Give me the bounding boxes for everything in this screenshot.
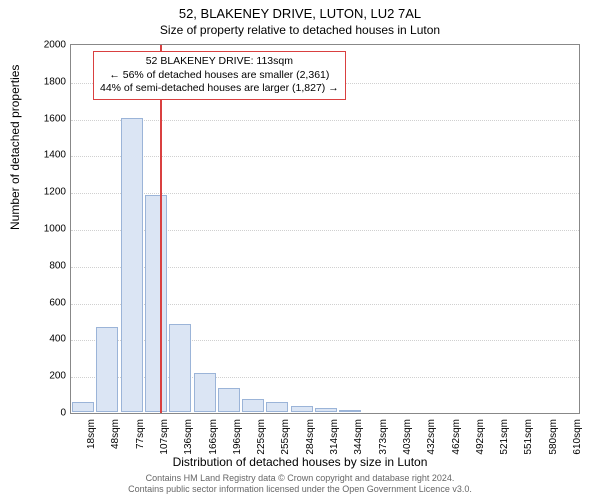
y-tick-label: 1400 bbox=[26, 150, 66, 161]
histogram-bar bbox=[72, 402, 94, 412]
x-tick-label: 580sqm bbox=[548, 419, 559, 455]
property-marker-line bbox=[160, 45, 162, 413]
x-tick-label: 18sqm bbox=[86, 419, 97, 449]
x-tick-label: 344sqm bbox=[353, 419, 364, 455]
annotation-line: ← 56% of detached houses are smaller (2,… bbox=[100, 69, 339, 83]
y-tick-label: 600 bbox=[26, 297, 66, 308]
x-tick-label: 492sqm bbox=[475, 419, 486, 455]
x-axis-label: Distribution of detached houses by size … bbox=[0, 455, 600, 469]
page-subtitle: Size of property relative to detached ho… bbox=[0, 21, 600, 37]
x-tick-label: 107sqm bbox=[159, 419, 170, 455]
annotation-line: 52 BLAKENEY DRIVE: 113sqm bbox=[100, 55, 339, 69]
page-title: 52, BLAKENEY DRIVE, LUTON, LU2 7AL bbox=[0, 0, 600, 21]
histogram-bar bbox=[315, 408, 337, 412]
annotation-box: 52 BLAKENEY DRIVE: 113sqm← 56% of detach… bbox=[93, 51, 346, 100]
x-tick-label: 166sqm bbox=[208, 419, 219, 455]
y-tick-label: 1800 bbox=[26, 76, 66, 87]
y-axis-label: Number of detached properties bbox=[8, 65, 22, 230]
plot-region: 18sqm48sqm77sqm107sqm136sqm166sqm196sqm2… bbox=[70, 44, 580, 414]
x-tick-label: 255sqm bbox=[280, 419, 291, 455]
gridline bbox=[71, 120, 579, 121]
x-tick-label: 196sqm bbox=[232, 419, 243, 455]
histogram-bar bbox=[291, 406, 313, 412]
x-tick-label: 432sqm bbox=[426, 419, 437, 455]
histogram-bar bbox=[194, 373, 216, 412]
y-tick-label: 2000 bbox=[26, 40, 66, 51]
histogram-bar bbox=[96, 327, 118, 412]
x-tick-label: 77sqm bbox=[135, 419, 146, 449]
histogram-bar bbox=[339, 410, 361, 412]
x-tick-label: 403sqm bbox=[402, 419, 413, 455]
x-tick-label: 314sqm bbox=[329, 419, 340, 455]
y-tick-label: 200 bbox=[26, 371, 66, 382]
chart-area: 18sqm48sqm77sqm107sqm136sqm166sqm196sqm2… bbox=[70, 44, 580, 414]
footnote-line-2: Contains public sector information licen… bbox=[0, 484, 600, 495]
y-tick-label: 1600 bbox=[26, 113, 66, 124]
x-tick-label: 136sqm bbox=[183, 419, 194, 455]
x-tick-label: 373sqm bbox=[378, 419, 389, 455]
x-tick-label: 48sqm bbox=[110, 419, 121, 449]
x-tick-label: 462sqm bbox=[451, 419, 462, 455]
histogram-bar bbox=[218, 388, 240, 412]
y-tick-label: 1000 bbox=[26, 224, 66, 235]
y-tick-label: 0 bbox=[26, 408, 66, 419]
x-tick-label: 225sqm bbox=[256, 419, 267, 455]
x-tick-label: 284sqm bbox=[305, 419, 316, 455]
x-tick-label: 521sqm bbox=[499, 419, 510, 455]
annotation-line: 44% of semi-detached houses are larger (… bbox=[100, 82, 339, 96]
histogram-bar bbox=[145, 195, 167, 412]
y-tick-label: 400 bbox=[26, 334, 66, 345]
x-tick-label: 610sqm bbox=[572, 419, 583, 455]
x-tick-label: 551sqm bbox=[523, 419, 534, 455]
y-tick-label: 1200 bbox=[26, 187, 66, 198]
footnote-line-1: Contains HM Land Registry data © Crown c… bbox=[0, 473, 600, 484]
gridline bbox=[71, 156, 579, 157]
histogram-bar bbox=[242, 399, 264, 412]
footnote: Contains HM Land Registry data © Crown c… bbox=[0, 473, 600, 496]
histogram-bar bbox=[169, 324, 191, 412]
y-tick-label: 800 bbox=[26, 260, 66, 271]
histogram-bar bbox=[121, 118, 143, 412]
histogram-bar bbox=[266, 402, 288, 412]
